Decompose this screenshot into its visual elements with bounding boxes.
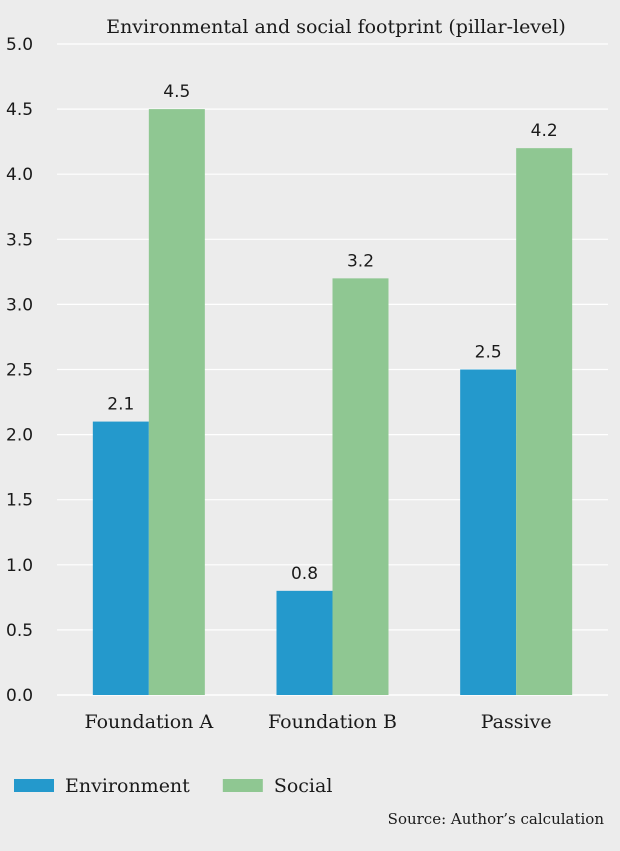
y-tick-label: 4.5 [6,100,33,120]
bar-social [148,109,205,696]
bar-environment [92,421,149,695]
legend-label: Environment [65,775,190,797]
data-label: 3.2 [347,251,374,271]
y-tick-label: 0.0 [6,686,33,706]
y-tick-label: 5.0 [6,35,33,55]
y-tick-label: 2.0 [6,426,33,446]
legend-swatch [14,779,54,792]
category-label: Foundation B [268,711,397,733]
legend: Environment Social [14,775,332,797]
data-label: 2.1 [107,395,134,415]
bar-environment [276,590,333,695]
bars [92,109,573,696]
y-tick-label: 1.0 [6,556,33,576]
bar-social [516,148,573,695]
data-labels: 2.1 4.5 0.8 3.2 2.5 4.2 [107,82,557,584]
source-note: Source: Author’s calculation [388,810,605,828]
y-axis-ticks: 0.0 0.5 1.0 1.5 2.0 2.5 3.0 3.5 4.0 4.5 5.0 [6,35,33,706]
y-tick-label: 3.0 [6,295,33,315]
legend-swatch [222,779,263,792]
y-tick-label: 2.5 [6,361,33,381]
y-tick-label: 1.5 [6,491,33,511]
x-axis-categories: Foundation A Foundation B Passive [84,711,551,733]
y-tick-label: 4.0 [6,165,33,185]
data-label: 2.5 [475,343,502,363]
category-label: Foundation A [84,711,213,733]
data-label: 4.5 [163,82,190,102]
bar-social [332,278,389,695]
y-tick-label: 0.5 [6,621,33,641]
data-label: 4.2 [531,121,558,141]
category-label: Passive [481,711,552,733]
chart-title: Environmental and social footprint (pill… [106,16,566,38]
data-label: 0.8 [291,564,318,584]
legend-label: Social [274,775,333,797]
bar-environment [460,369,517,695]
y-tick-label: 3.5 [6,230,33,250]
